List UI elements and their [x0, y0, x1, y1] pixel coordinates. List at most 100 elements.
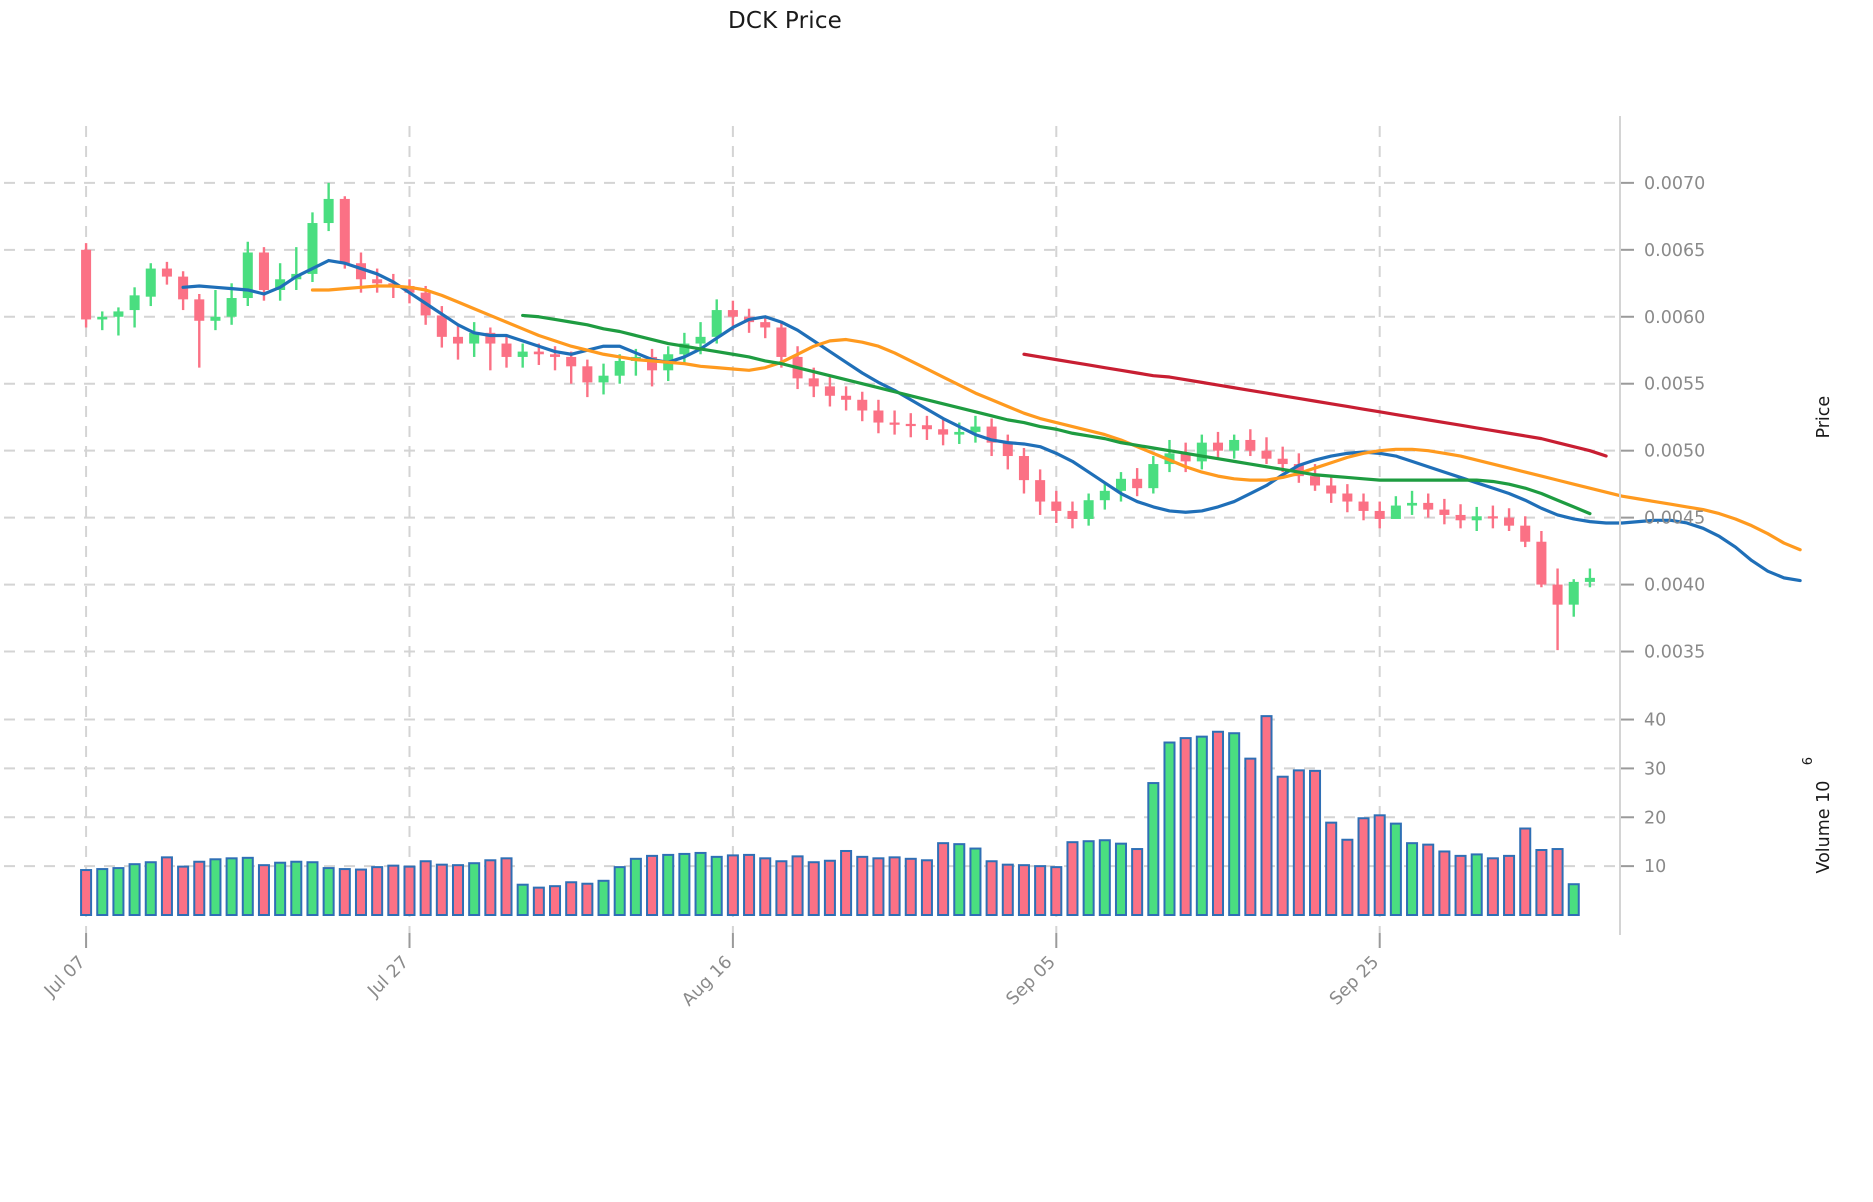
- candle-body: [1487, 516, 1498, 519]
- volume-bar: [1260, 715, 1273, 916]
- volume-bar: [1179, 737, 1192, 917]
- volume-bar: [1228, 732, 1241, 917]
- price-tick-label: 0.0065: [1644, 241, 1705, 261]
- volume-bar: [1244, 757, 1257, 916]
- candlestick: [711, 299, 722, 344]
- volume-bar: [629, 857, 642, 917]
- candle-body: [695, 336, 706, 344]
- candlestick: [161, 261, 172, 285]
- price-tick-label: 0.0055: [1644, 375, 1705, 395]
- candlestick: [1584, 568, 1595, 588]
- candle-body: [1035, 480, 1046, 502]
- candle-body: [145, 268, 156, 297]
- candlestick: [566, 351, 577, 384]
- volume-bar: [144, 861, 157, 917]
- candlestick: [145, 263, 156, 307]
- candlestick: [1099, 482, 1110, 510]
- candle-body: [242, 252, 253, 299]
- volume-bar: [872, 857, 885, 916]
- candle-body: [1148, 464, 1159, 489]
- ma-line-0: [181, 258, 1802, 583]
- candlestick-series: [81, 182, 1595, 651]
- volume-bar: [1422, 843, 1435, 916]
- candle-body: [81, 249, 92, 320]
- ma-line-2: [521, 313, 1592, 516]
- candle-body: [1229, 439, 1240, 451]
- candlestick: [905, 413, 916, 438]
- candlestick: [1407, 490, 1418, 515]
- candlestick: [889, 410, 900, 435]
- candlestick: [517, 343, 528, 368]
- volume-bar: [1309, 769, 1322, 917]
- volume-bar: [1341, 838, 1354, 916]
- volume-bar: [549, 885, 562, 917]
- candlestick: [647, 348, 658, 387]
- candle-body: [1018, 456, 1029, 481]
- volume-bar: [775, 860, 788, 916]
- candlestick: [1439, 498, 1450, 525]
- candle-body: [1196, 442, 1207, 462]
- volume-bar: [1567, 883, 1580, 916]
- volume-bar: [1147, 782, 1160, 916]
- date-tick-label: Sep 25: [1326, 952, 1383, 1009]
- candle-body: [824, 386, 835, 396]
- candle-body: [194, 299, 205, 321]
- candlestick: [178, 271, 189, 311]
- candle-body: [857, 399, 868, 411]
- candle-body: [1423, 502, 1434, 510]
- volume-tick-label: 10: [1644, 857, 1666, 877]
- volume-bar: [1211, 730, 1225, 916]
- candle-body: [566, 356, 577, 367]
- volume-bar: [290, 860, 303, 917]
- candle-body: [1180, 453, 1191, 462]
- candlestick: [1293, 453, 1304, 483]
- candle-body: [1407, 502, 1418, 506]
- gridlines-group: [4, 126, 1620, 933]
- candle-body: [1326, 485, 1337, 494]
- candlestick: [339, 196, 350, 269]
- candlestick: [1229, 434, 1240, 459]
- candle-body: [1132, 478, 1143, 489]
- volume-bar: [710, 855, 723, 917]
- candle-body: [210, 316, 221, 321]
- candle-body: [1099, 490, 1110, 501]
- candlestick: [938, 419, 949, 446]
- volume-tick-label: 30: [1644, 759, 1666, 779]
- candle-body: [1455, 514, 1466, 521]
- candlestick: [1520, 516, 1531, 548]
- volume-bar: [1503, 854, 1516, 916]
- candlestick: [760, 316, 771, 339]
- candlestick: [469, 322, 480, 357]
- candlestick: [873, 399, 884, 434]
- candle-body: [355, 263, 366, 280]
- candle-body: [1083, 500, 1094, 519]
- candle-body: [938, 429, 949, 435]
- volume-bar: [743, 853, 756, 916]
- candle-body: [776, 327, 787, 357]
- volume-bar: [678, 852, 691, 917]
- volume-bar: [1114, 842, 1127, 917]
- candle-body: [1212, 442, 1224, 451]
- volume-bar: [646, 854, 659, 916]
- candle-body: [582, 366, 593, 383]
- candlestick: [1342, 484, 1353, 513]
- volume-bar: [451, 864, 465, 917]
- candle-body: [647, 356, 658, 371]
- candle-body: [986, 426, 997, 443]
- candlestick: [194, 294, 205, 368]
- volume-bar: [500, 857, 513, 916]
- candle-body: [469, 332, 480, 344]
- volume-exponent: 6: [1801, 757, 1816, 765]
- volume-bar: [1406, 842, 1419, 917]
- candle-body: [889, 422, 900, 425]
- volume-bar: [1551, 848, 1564, 917]
- candlestick: [210, 289, 221, 331]
- candlestick: [1018, 447, 1029, 494]
- candle-body: [679, 343, 690, 355]
- volume-bar: [209, 858, 222, 917]
- candle-body: [921, 425, 932, 430]
- candle-body: [1067, 510, 1078, 519]
- candlestick: [1002, 434, 1013, 470]
